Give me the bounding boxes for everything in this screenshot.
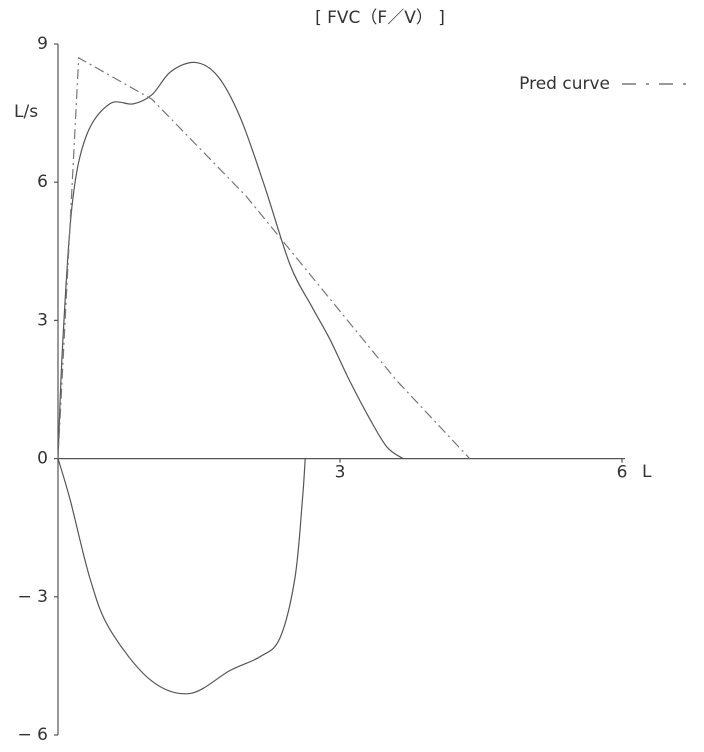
series-line bbox=[57, 56, 471, 460]
y-tick-label: − 6 bbox=[18, 725, 48, 745]
series-line bbox=[57, 61, 404, 460]
legend-label: Pred curve bbox=[519, 74, 610, 94]
y-axis-label: L/s bbox=[14, 102, 38, 122]
y-tick-label: 0 bbox=[37, 449, 48, 469]
y-tick-label: − 3 bbox=[18, 587, 48, 607]
x-axis-label: L bbox=[642, 462, 652, 482]
series-line bbox=[57, 458, 306, 695]
y-tick-label: 9 bbox=[37, 34, 48, 54]
y-tick-label: 6 bbox=[37, 172, 48, 192]
x-tick-label: 6 bbox=[617, 463, 628, 483]
chart-title: [ FVC（F／V） ] bbox=[315, 8, 445, 28]
x-tick-label: 3 bbox=[335, 463, 346, 483]
y-tick-label: 3 bbox=[37, 310, 48, 330]
